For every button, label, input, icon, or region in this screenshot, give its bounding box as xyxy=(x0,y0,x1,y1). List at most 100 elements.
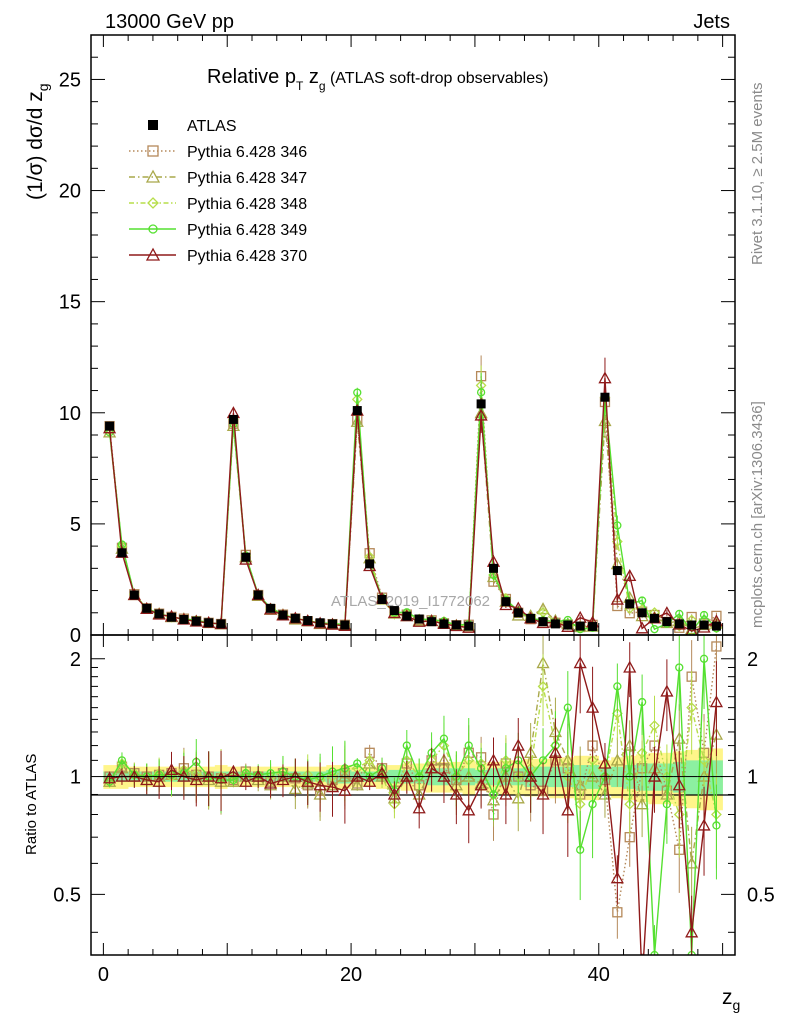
data-point-24 xyxy=(402,611,412,621)
ratio-point-4-38 xyxy=(573,656,587,669)
ratio-point-2-42 xyxy=(624,798,636,810)
legend-label-3: Pythia 6.428 348 xyxy=(187,196,307,213)
ratio-point-3-27 xyxy=(439,734,449,743)
side-text-top: Rivet 3.1.10, ≥ 2.5M events xyxy=(749,83,766,266)
ratio-point-2-47 xyxy=(686,702,698,714)
band-stat-47 xyxy=(685,760,699,795)
ratio-point-4-10 xyxy=(226,764,241,777)
ratio-point-3-29 xyxy=(464,741,473,750)
ratio-point-4-42 xyxy=(623,660,637,673)
data-point-34 xyxy=(526,613,536,623)
ratio-point-3-39 xyxy=(588,800,597,809)
data-point-21 xyxy=(365,559,375,569)
ratio-point-4-9 xyxy=(214,771,228,784)
ratio-point-2-38 xyxy=(574,798,586,810)
data-point-38 xyxy=(575,621,585,631)
ratio-point-4-43 xyxy=(637,976,648,986)
legend-marker-1 xyxy=(147,145,159,157)
ratio-point-4-49 xyxy=(709,695,724,708)
legend-label-1: Pythia 6.428 346 xyxy=(187,144,307,161)
data-point-35 xyxy=(538,617,548,627)
legend: ATLAS Pythia 6.428 346 Pythia 6.428 347 Pyt… xyxy=(129,118,307,265)
ratio-point-3-44 xyxy=(650,950,659,955)
data-point-7 xyxy=(191,616,201,626)
ratio-point-0-41 xyxy=(612,907,623,918)
ratio-point-4-7 xyxy=(189,773,203,786)
legend-label-5: Pythia 6.428 370 xyxy=(187,248,307,265)
ratio-point-4-35 xyxy=(536,787,550,800)
ratio-point-4-33 xyxy=(511,738,525,751)
title-sub-g: g xyxy=(319,79,326,93)
legend-label-0: ATLAS xyxy=(187,118,237,135)
data-point-26 xyxy=(427,617,437,627)
ratio-point-4-17 xyxy=(313,778,327,791)
data-point-3 xyxy=(142,603,152,613)
x-tick-label-2: 40 xyxy=(588,964,610,986)
y-tick-label-1: 5 xyxy=(70,514,81,536)
ratio-point-4-29 xyxy=(462,803,476,816)
data-point-13 xyxy=(266,603,276,613)
main-point-3-20 xyxy=(353,388,362,397)
data-point-45 xyxy=(662,617,672,627)
data-point-9 xyxy=(216,619,226,629)
title-post: (ATLAS soft-drop observables) xyxy=(326,70,549,87)
main-panel xyxy=(102,355,724,635)
ratio-frame xyxy=(90,634,736,956)
series-line-0 xyxy=(108,376,717,629)
ratio-point-3-20 xyxy=(353,759,362,768)
main-point-3-30 xyxy=(476,388,486,397)
data-point-12 xyxy=(253,590,263,600)
ratio-point-4-13 xyxy=(263,776,278,789)
ratio-point-4-31 xyxy=(486,753,501,766)
axes: 0 20 40 0 5 10 15 20 25 0.5 0.5 1 1 2 2 xyxy=(53,34,775,986)
data-point-39 xyxy=(588,622,598,632)
legend-marker-2 xyxy=(145,169,161,183)
ratio-tick-label-r-0: 0.5 xyxy=(747,884,775,906)
data-point-1 xyxy=(117,548,127,558)
ratio-point-0-49 xyxy=(711,641,722,652)
ratio-point-4-11 xyxy=(239,774,253,787)
chart-title: Relative pT zg (ATLAS soft-drop observab… xyxy=(207,66,548,93)
ratio-point-4-39 xyxy=(585,700,600,713)
data-point-28 xyxy=(451,620,461,630)
ratio-line-4 xyxy=(109,662,718,955)
data-point-15 xyxy=(290,613,300,623)
y-axis-label-main: (1/σ) dσ/d z xyxy=(24,91,47,200)
main-point-4-30 xyxy=(474,408,488,421)
title-mid: z xyxy=(303,66,319,88)
ratio-point-3-46 xyxy=(675,663,684,672)
ratio-point-3-48 xyxy=(699,654,709,663)
x-tick-label-1: 20 xyxy=(340,964,362,986)
data-point-37 xyxy=(563,620,573,630)
ratio-tick-label-r-1: 1 xyxy=(747,767,758,789)
data-point-19 xyxy=(340,620,350,630)
data-point-22 xyxy=(377,594,387,604)
data-point-4 xyxy=(154,609,164,619)
ratio-point-4-19 xyxy=(338,783,352,796)
title-sub-t: T xyxy=(296,79,304,93)
ratio-point-4-18 xyxy=(325,780,340,793)
data-point-27 xyxy=(439,619,449,629)
ratio-point-4-30 xyxy=(474,778,488,791)
ratio-tick-label-l-2: 2 xyxy=(70,649,81,671)
main-point-4-43 xyxy=(635,621,649,634)
ratio-point-2-44 xyxy=(649,720,660,731)
data-point-30 xyxy=(476,399,486,409)
main-point-4-42 xyxy=(623,569,637,582)
main-point-3-46 xyxy=(675,609,684,619)
ratio-point-3-31 xyxy=(489,790,498,799)
data-point-46 xyxy=(674,619,684,629)
ratio-point-2-21 xyxy=(364,754,376,766)
main-point-4-40 xyxy=(598,371,612,384)
ratio-point-1-41 xyxy=(610,753,624,766)
ratio-point-4-40 xyxy=(598,756,612,769)
ratio-point-3-49 xyxy=(712,821,721,830)
main-point-3-48 xyxy=(699,610,709,620)
ratio-point-4-22 xyxy=(375,766,389,779)
ratio-point-3-43 xyxy=(637,697,647,707)
ratio-point-1-20 xyxy=(350,778,364,791)
legend-marker-0 xyxy=(148,120,158,130)
ratio-point-4-26 xyxy=(424,761,439,774)
data-point-8 xyxy=(204,618,214,628)
